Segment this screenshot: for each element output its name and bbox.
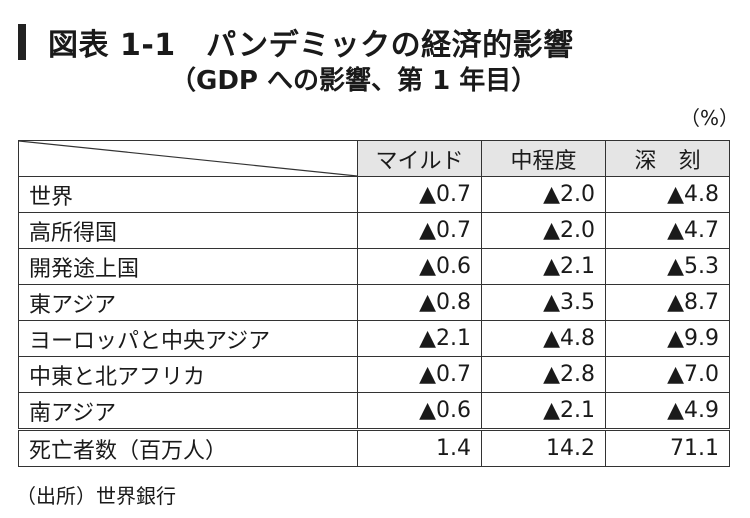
unit-label: （%） xyxy=(680,106,740,130)
row-label: ヨーロッパと中央アジア xyxy=(18,320,358,357)
header-mild: マイルド xyxy=(357,140,482,177)
cell-moderate: ▲2.0 xyxy=(481,176,606,213)
row-label: 死亡者数（百万人） xyxy=(18,428,358,467)
deaths-row: 死亡者数（百万人） 1.4 14.2 71.1 xyxy=(18,428,730,467)
cell-severe: ▲8.7 xyxy=(605,284,730,321)
cell-mild: ▲0.7 xyxy=(357,212,482,249)
table-row: 中東と北アフリカ ▲0.7 ▲2.8 ▲7.0 xyxy=(18,356,730,393)
table-row: ヨーロッパと中央アジア ▲2.1 ▲4.8 ▲9.9 xyxy=(18,320,730,357)
cell-mild: ▲0.6 xyxy=(357,248,482,285)
cell-mild: ▲0.7 xyxy=(357,356,482,393)
cell-moderate: ▲4.8 xyxy=(481,320,606,357)
cell-mild: 1.4 xyxy=(357,428,482,467)
figure-title: 図表 1-1 パンデミックの経済的影響 xyxy=(48,28,574,63)
table-row: 開発途上国 ▲0.6 ▲2.1 ▲5.3 xyxy=(18,248,730,285)
cell-mild: ▲0.7 xyxy=(357,176,482,213)
cell-severe: ▲7.0 xyxy=(605,356,730,393)
corner-cell xyxy=(18,140,358,177)
table-row: 高所得国 ▲0.7 ▲2.0 ▲4.7 xyxy=(18,212,730,249)
table-row: 東アジア ▲0.8 ▲3.5 ▲8.7 xyxy=(18,284,730,321)
cell-severe: ▲5.3 xyxy=(605,248,730,285)
row-label: 世界 xyxy=(18,176,358,213)
table-row: 世界 ▲0.7 ▲2.0 ▲4.8 xyxy=(18,176,730,213)
row-label: 中東と北アフリカ xyxy=(18,356,358,393)
row-label: 開発途上国 xyxy=(18,248,358,285)
cell-moderate: 14.2 xyxy=(481,428,606,467)
header-moderate: 中程度 xyxy=(481,140,606,177)
diagonal-line xyxy=(19,141,357,176)
header-severe: 深 刻 xyxy=(605,140,730,177)
impact-table: マイルド 中程度 深 刻 世界 ▲0.7 ▲2.0 ▲4.8 高所得国 ▲0.7… xyxy=(18,140,730,467)
cell-severe: ▲4.9 xyxy=(605,392,730,430)
row-label: 東アジア xyxy=(18,284,358,321)
cell-mild: ▲2.1 xyxy=(357,320,482,357)
cell-moderate: ▲3.5 xyxy=(481,284,606,321)
row-label: 南アジア xyxy=(18,392,358,430)
cell-moderate: ▲2.8 xyxy=(481,356,606,393)
cell-severe: ▲4.8 xyxy=(605,176,730,213)
cell-moderate: ▲2.0 xyxy=(481,212,606,249)
cell-severe: ▲4.7 xyxy=(605,212,730,249)
table-row: 南アジア ▲0.6 ▲2.1 ▲4.9 xyxy=(18,392,730,430)
figure-subtitle: （GDP への影響、第 1 年目） xyxy=(170,66,538,96)
row-label: 高所得国 xyxy=(18,212,358,249)
cell-moderate: ▲2.1 xyxy=(481,392,606,430)
cell-moderate: ▲2.1 xyxy=(481,248,606,285)
cell-mild: ▲0.8 xyxy=(357,284,482,321)
header-row: マイルド 中程度 深 刻 xyxy=(18,140,730,177)
cell-severe: 71.1 xyxy=(605,428,730,467)
cell-mild: ▲0.6 xyxy=(357,392,482,430)
cell-severe: ▲9.9 xyxy=(605,320,730,357)
title-accent-bar xyxy=(18,24,26,60)
source-note: （出所）世界銀行 xyxy=(16,484,176,508)
